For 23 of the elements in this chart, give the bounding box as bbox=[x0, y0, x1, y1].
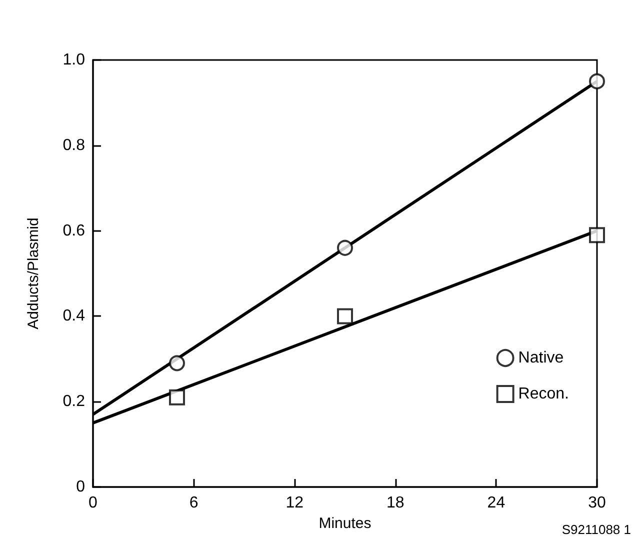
point bbox=[589, 227, 605, 244]
x-axis-title: Minutes bbox=[318, 514, 372, 532]
y-axis-title: Adducts/Plasmid bbox=[25, 218, 42, 330]
x-tick-label: 18 bbox=[386, 494, 404, 512]
point bbox=[169, 355, 185, 372]
text: S9211088 1 bbox=[562, 522, 632, 537]
y-tick-label: 0.2 bbox=[62, 393, 86, 410]
y-tick-label: 1.0 bbox=[62, 52, 86, 68]
legend-label: Native bbox=[518, 350, 564, 366]
y-tick-label: 0.4 bbox=[62, 308, 86, 325]
x-tick-label: 6 bbox=[189, 494, 198, 512]
legend-label: Recon. bbox=[518, 386, 570, 402]
point bbox=[337, 308, 353, 324]
x-tick-label: 12 bbox=[286, 494, 304, 512]
x-tick-label: 24 bbox=[487, 494, 506, 512]
x-tick-label: 30 bbox=[588, 494, 606, 512]
point bbox=[589, 73, 605, 90]
y-tick-label: 0.8 bbox=[62, 136, 86, 154]
y-tick-label: 0.6 bbox=[62, 222, 86, 240]
y-tick-label: 0 bbox=[76, 478, 86, 496]
point bbox=[337, 240, 353, 256]
x-tick-label: 0 bbox=[88, 494, 98, 512]
point bbox=[169, 389, 185, 406]
